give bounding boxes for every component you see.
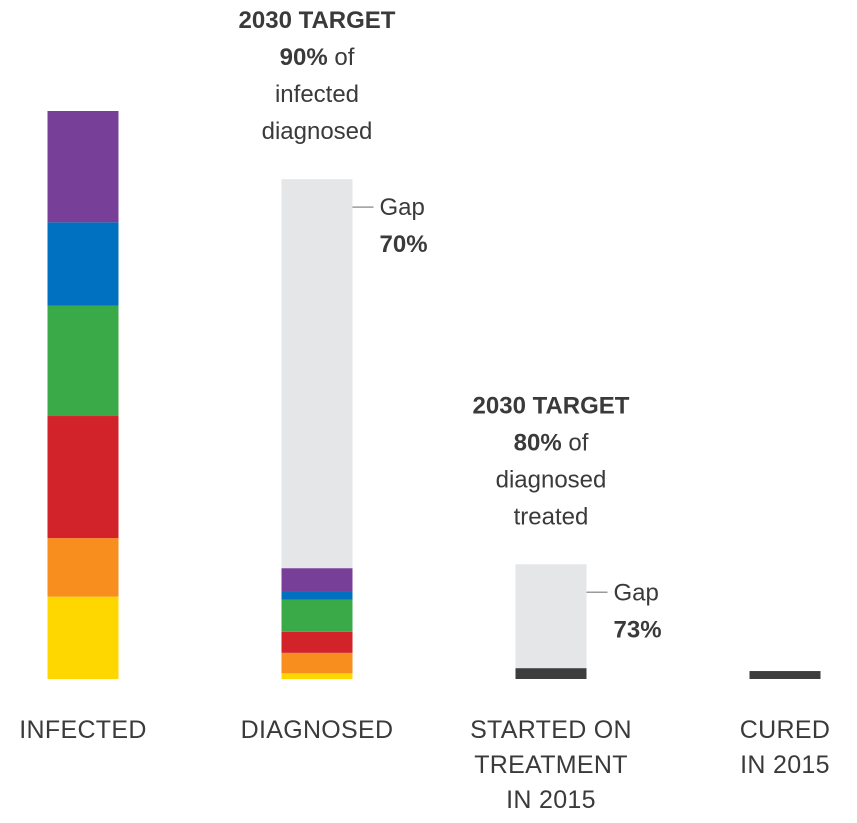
target-annotation-text: diagnosed xyxy=(496,466,607,493)
bar-2-segment-1 xyxy=(281,673,353,679)
target-annotation-text: of xyxy=(328,44,355,71)
annotations-layer: 2030 TARGET 90% of infected diagnosed Gap 70%… xyxy=(239,7,662,643)
target-annotation-line: treated xyxy=(514,503,589,530)
gap-value: 73% xyxy=(614,616,662,643)
target-annotation-line: 2030 TARGET xyxy=(239,7,396,34)
category-label: STARTED ON xyxy=(470,716,632,744)
bar-3-segment-1 xyxy=(515,668,587,679)
bar-1-segment-1 xyxy=(47,596,119,679)
bar-1-segment-5 xyxy=(47,222,119,306)
bar-2-gap xyxy=(281,179,353,569)
bar-2-segment-6 xyxy=(281,568,353,592)
bar-2-segment-4 xyxy=(281,599,353,632)
bar-1 xyxy=(47,111,119,679)
bar-1-segment-4 xyxy=(47,305,119,417)
target-annotation-bold: 2030 TARGET xyxy=(239,7,396,34)
target-annotation-line: infected xyxy=(275,81,359,108)
target-annotation-line: 90% of xyxy=(280,44,355,71)
target-annotation-text: diagnosed xyxy=(262,118,373,145)
category-label: TREATMENT xyxy=(474,751,628,779)
target-annotation-line: 80% of xyxy=(514,429,589,456)
bar-2-segment-3 xyxy=(281,631,353,653)
bar-4-segment-1 xyxy=(749,671,821,679)
target-annotation-bold: 80% xyxy=(514,429,562,456)
bar-2-segment-2 xyxy=(281,652,353,674)
gap-label: Gap xyxy=(380,194,425,221)
bar-2 xyxy=(281,179,353,679)
category-label: CURED xyxy=(740,716,830,744)
gap-label: Gap xyxy=(614,579,659,606)
bar-1-segment-2 xyxy=(47,538,119,597)
target-annotation-text: infected xyxy=(275,81,359,108)
target-annotation-line: diagnosed xyxy=(496,466,607,493)
bar-3 xyxy=(515,564,587,679)
bar-1-segment-6 xyxy=(47,111,119,223)
target-annotation-line: 2030 TARGET xyxy=(473,392,630,419)
bar-1-segment-3 xyxy=(47,416,119,539)
category-label: DIAGNOSED xyxy=(241,716,394,744)
target-annotation-bold: 2030 TARGET xyxy=(473,392,630,419)
target-annotation-line: diagnosed xyxy=(262,118,373,145)
bars-layer xyxy=(47,111,821,679)
bar-4 xyxy=(749,671,821,679)
target-annotation-text: of xyxy=(562,429,589,456)
target-annotation-text: treated xyxy=(514,503,589,530)
category-label: IN 2015 xyxy=(740,751,830,779)
bar-2-segment-5 xyxy=(281,591,353,600)
category-labels: INFECTED DIAGNOSED STARTED ON TREATMENT IN 2… xyxy=(19,716,830,814)
target-annotation-bold: 90% xyxy=(280,44,328,71)
category-label: IN 2015 xyxy=(506,786,596,814)
bar-3-gap xyxy=(515,564,587,669)
category-label: INFECTED xyxy=(19,716,146,744)
gap-value: 70% xyxy=(380,231,428,258)
